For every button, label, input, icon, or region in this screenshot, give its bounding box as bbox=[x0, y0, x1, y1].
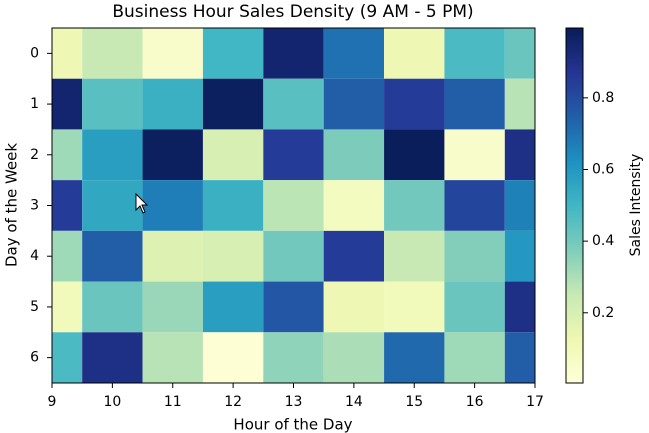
colorbar-tick-label: 0.6 bbox=[592, 161, 614, 177]
heat-cell bbox=[263, 332, 324, 383]
x-tick-label: 14 bbox=[345, 394, 363, 410]
colorbar-label: Sales Intensity bbox=[628, 154, 644, 257]
heat-cell bbox=[263, 129, 324, 181]
x-tick-label: 16 bbox=[466, 394, 484, 410]
heat-cell bbox=[384, 281, 445, 333]
x-tick-label: 11 bbox=[164, 394, 182, 410]
heat-cell bbox=[202, 281, 264, 333]
chart-title: Business Hour Sales Density (9 AM - 5 PM… bbox=[112, 2, 473, 22]
heat-cell bbox=[202, 332, 264, 383]
heat-cell bbox=[444, 230, 505, 282]
heat-cell bbox=[323, 230, 385, 282]
heat-cell bbox=[263, 28, 324, 79]
colorbar-frame bbox=[565, 27, 584, 384]
heat-cell bbox=[444, 28, 505, 79]
heat-cell bbox=[384, 180, 445, 231]
colorbar-tick-label: 0.8 bbox=[592, 90, 614, 106]
y-tick-label: 5 bbox=[30, 299, 39, 315]
x-tick-label: 9 bbox=[48, 394, 57, 410]
heat-cell bbox=[323, 332, 385, 383]
colorbar bbox=[566, 28, 583, 383]
heat-cell bbox=[82, 281, 143, 333]
heat-cell bbox=[504, 281, 535, 333]
heat-cell bbox=[504, 230, 535, 282]
heat-cell bbox=[52, 28, 83, 79]
heat-cell bbox=[444, 180, 505, 231]
heat-cell bbox=[384, 230, 445, 282]
heat-cell bbox=[82, 28, 143, 79]
heat-cell bbox=[52, 230, 83, 282]
heat-cell bbox=[52, 78, 83, 130]
heat-cell bbox=[504, 180, 535, 231]
heat-cell bbox=[263, 180, 324, 231]
heat-cell bbox=[444, 78, 505, 130]
y-tick-label: 1 bbox=[30, 96, 39, 112]
heat-cell bbox=[142, 332, 203, 383]
heat-cell bbox=[82, 332, 143, 383]
y-axis-label: Day of the Week bbox=[3, 143, 21, 267]
heat-cell bbox=[52, 180, 83, 231]
mouse-cursor bbox=[135, 192, 149, 214]
y-tick-label: 2 bbox=[30, 147, 39, 163]
heat-cell bbox=[504, 129, 535, 181]
y-tick-label: 0 bbox=[30, 45, 39, 61]
y-tick-label: 3 bbox=[30, 198, 39, 214]
y-tick-label: 4 bbox=[30, 248, 39, 264]
heat-cell bbox=[444, 332, 505, 383]
heat-cell bbox=[142, 78, 203, 130]
heat-cell bbox=[82, 180, 143, 231]
heat-cell bbox=[142, 28, 203, 79]
y-tick-label: 6 bbox=[30, 350, 39, 366]
heat-cell bbox=[202, 180, 264, 231]
heat-cell bbox=[263, 230, 324, 282]
heat-cell bbox=[384, 129, 445, 181]
x-tick-label: 15 bbox=[405, 394, 423, 410]
heat-cell bbox=[202, 78, 264, 130]
heat-cell bbox=[444, 281, 505, 333]
x-axis-label: Hour of the Day bbox=[233, 416, 352, 433]
heat-cell bbox=[323, 281, 385, 333]
heat-cell bbox=[202, 129, 264, 181]
heat-cell bbox=[504, 78, 535, 130]
heat-cell bbox=[504, 332, 535, 383]
heat-cell bbox=[323, 129, 385, 181]
x-tick-label: 17 bbox=[526, 394, 544, 410]
heat-cell bbox=[323, 78, 385, 130]
colorbar-tick-label: 0.4 bbox=[592, 233, 614, 249]
x-tick-label: 12 bbox=[224, 394, 242, 410]
colorbar-tick-label: 0.2 bbox=[592, 305, 614, 321]
heat-cell bbox=[82, 78, 143, 130]
heat-cell bbox=[52, 332, 83, 383]
heat-cell bbox=[142, 230, 203, 282]
heat-cell bbox=[323, 180, 385, 231]
heat-cell bbox=[52, 129, 83, 181]
x-tick-label: 13 bbox=[285, 394, 303, 410]
heat-cell bbox=[82, 129, 143, 181]
heat-cell bbox=[384, 332, 445, 383]
heat-cell bbox=[202, 28, 264, 79]
heat-cell bbox=[82, 230, 143, 282]
heat-cell bbox=[142, 180, 203, 231]
heat-cell bbox=[504, 28, 535, 79]
heat-cell bbox=[202, 230, 264, 282]
heatmap-cells bbox=[52, 28, 535, 383]
heat-cell bbox=[52, 281, 83, 333]
heat-cell bbox=[142, 281, 203, 333]
heat-cell bbox=[384, 28, 445, 79]
heat-cell bbox=[263, 78, 324, 130]
heat-cell bbox=[384, 78, 445, 130]
heat-cell bbox=[323, 28, 385, 79]
heat-cell bbox=[142, 129, 203, 181]
heat-cell bbox=[444, 129, 505, 181]
x-tick-label: 10 bbox=[103, 394, 121, 410]
heat-cell bbox=[263, 281, 324, 333]
